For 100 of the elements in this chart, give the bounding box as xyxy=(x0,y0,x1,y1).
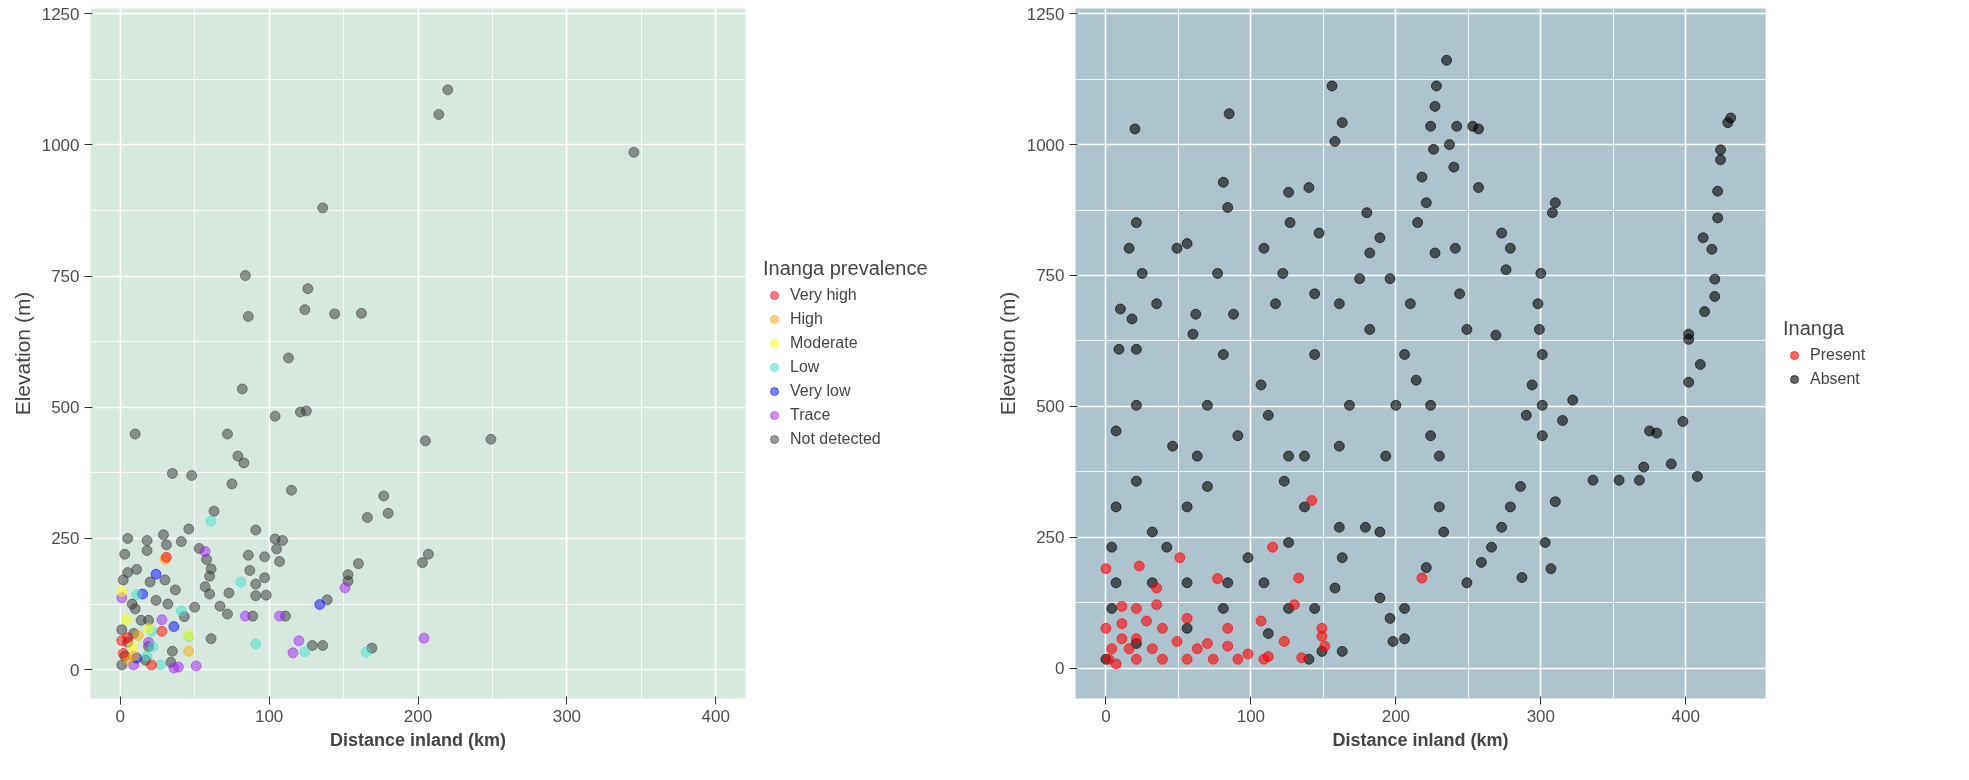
point xyxy=(1130,602,1142,614)
point xyxy=(1255,615,1267,627)
y-tick-label: 250 xyxy=(1036,528,1065,548)
x-tick-label: 0 xyxy=(1101,706,1111,726)
point xyxy=(154,659,166,671)
point xyxy=(1151,599,1163,611)
x-axis-title: Distance inland (km) xyxy=(1332,729,1509,750)
point xyxy=(131,589,143,601)
point xyxy=(168,621,180,633)
legend-label: Very high xyxy=(790,286,857,304)
y-tick-label: 750 xyxy=(51,267,80,287)
point xyxy=(1106,643,1118,655)
point xyxy=(1151,582,1163,594)
point xyxy=(172,661,184,673)
point xyxy=(120,614,132,626)
point xyxy=(1116,633,1128,645)
point xyxy=(1174,552,1186,564)
legend-label: Low xyxy=(790,358,820,376)
point xyxy=(1319,640,1331,652)
point xyxy=(1100,563,1112,575)
point xyxy=(150,568,162,580)
point xyxy=(1306,495,1318,507)
legend-title: Inanga xyxy=(1783,317,1846,340)
point xyxy=(175,605,187,617)
point xyxy=(1171,635,1183,647)
y-tick-label: 0 xyxy=(70,660,80,680)
legend-label: Moderate xyxy=(790,334,858,352)
y-tick-label: 250 xyxy=(51,529,80,549)
point xyxy=(1267,541,1279,553)
y-tick-label: 1000 xyxy=(1026,135,1065,155)
point xyxy=(1258,653,1270,665)
y-tick-label: 750 xyxy=(1036,266,1065,286)
legend-title: Inanga prevalence xyxy=(763,257,928,280)
y-tick-label: 1250 xyxy=(1026,4,1065,24)
point xyxy=(274,610,286,622)
x-tick-label: 200 xyxy=(403,706,433,726)
point xyxy=(199,546,211,558)
legend-label: Very low xyxy=(790,382,851,400)
point xyxy=(126,641,138,653)
point xyxy=(1110,658,1122,670)
point xyxy=(1212,573,1224,585)
point xyxy=(250,638,262,650)
point xyxy=(1123,643,1135,655)
legend-label: Present xyxy=(1810,346,1866,364)
point xyxy=(1181,653,1193,665)
point xyxy=(122,632,134,644)
y-tick-label: 1250 xyxy=(41,4,80,24)
point xyxy=(1222,622,1234,634)
legend-label: High xyxy=(790,310,823,328)
point xyxy=(299,646,311,658)
y-tick-label: 500 xyxy=(1036,397,1065,417)
point xyxy=(1416,572,1428,584)
legend-label: Not detected xyxy=(790,430,881,448)
point xyxy=(1191,643,1203,655)
point xyxy=(1133,560,1145,572)
y-axis-title: Elevation (m) xyxy=(995,291,1019,416)
point xyxy=(1293,572,1305,584)
point xyxy=(1222,640,1234,652)
point xyxy=(1278,635,1290,647)
point xyxy=(1156,653,1168,665)
point xyxy=(156,614,168,626)
point xyxy=(314,599,326,611)
x-tick-label: 300 xyxy=(552,706,582,726)
x-tick-label: 400 xyxy=(701,706,730,726)
point xyxy=(239,610,251,622)
point xyxy=(132,630,144,642)
x-tick-label: 400 xyxy=(1671,706,1700,726)
point xyxy=(156,625,168,637)
x-tick-label: 100 xyxy=(254,706,284,726)
point xyxy=(1201,638,1213,650)
x-axis-title: Distance inland (km) xyxy=(329,729,507,750)
point xyxy=(147,641,159,653)
point xyxy=(1181,612,1193,624)
x-tick-label: 0 xyxy=(115,706,126,726)
point xyxy=(235,576,247,588)
point xyxy=(1116,618,1128,630)
point xyxy=(146,659,158,671)
point xyxy=(141,650,153,662)
point xyxy=(1242,648,1254,660)
point xyxy=(1316,622,1328,634)
y-tick-label: 0 xyxy=(1055,659,1065,679)
point xyxy=(339,582,351,594)
x-tick-label: 200 xyxy=(1381,706,1411,726)
point xyxy=(360,646,372,658)
y-tick-label: 1000 xyxy=(41,135,80,155)
point xyxy=(1130,633,1142,645)
point xyxy=(1116,600,1128,612)
x-tick-label: 300 xyxy=(1526,706,1556,726)
point xyxy=(1100,622,1112,634)
legend-label: Trace xyxy=(790,406,831,424)
point xyxy=(287,647,299,659)
point xyxy=(1232,653,1244,665)
point xyxy=(116,585,128,597)
point xyxy=(1130,653,1142,665)
point xyxy=(418,632,430,644)
legend-label: Absent xyxy=(1810,370,1860,388)
x-tick-label: 100 xyxy=(1236,706,1266,726)
point xyxy=(1288,599,1300,611)
point xyxy=(205,515,217,527)
point xyxy=(1207,653,1219,665)
